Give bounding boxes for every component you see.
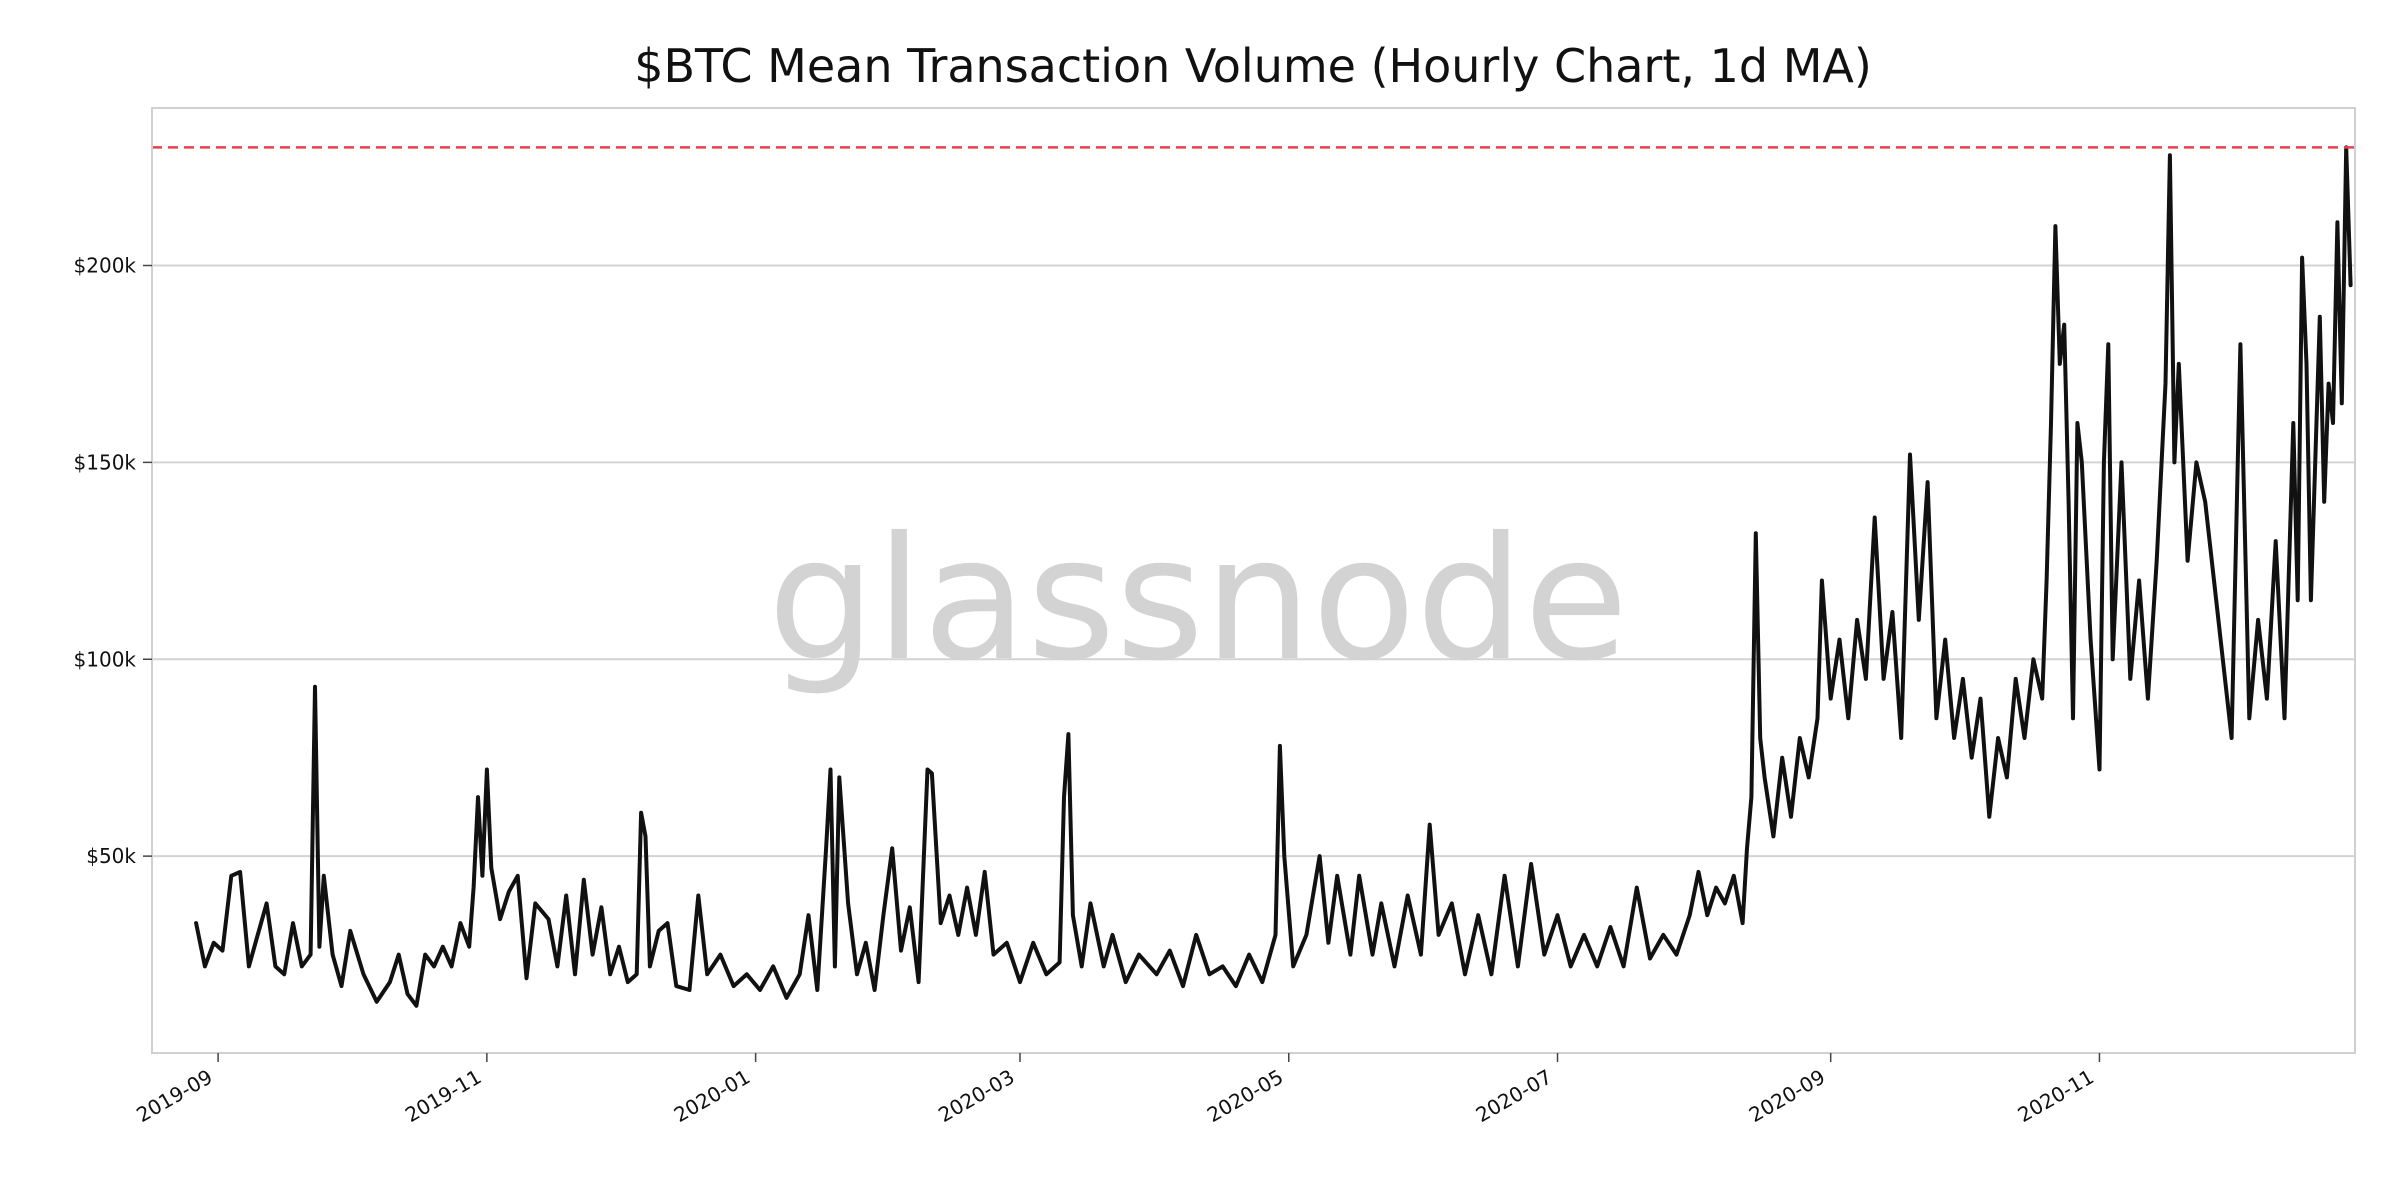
y-tick-label: $200k: [74, 254, 137, 278]
y-tick-label: $50k: [86, 844, 136, 868]
series-line: [194, 145, 2353, 1008]
grid-lines: [152, 264, 2355, 858]
chart-title: $BTC Mean Transaction Volume (Hourly Cha…: [634, 39, 1872, 93]
y-tick-label: $150k: [74, 450, 137, 474]
watermark: glassnode: [768, 501, 1629, 699]
y-tick-label: $100k: [74, 647, 137, 671]
plot-frame: [151, 107, 2356, 1054]
series-group: [194, 145, 2353, 1008]
y-axis: $50k $100k $150k $200k: [74, 254, 152, 868]
